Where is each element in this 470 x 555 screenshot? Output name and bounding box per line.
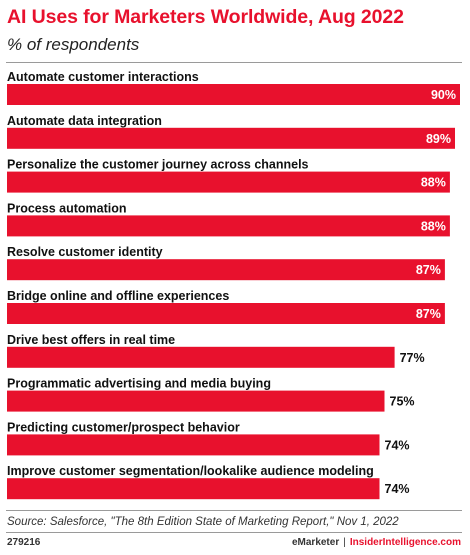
bar <box>7 346 395 368</box>
bar <box>7 390 385 412</box>
value-label: 74% <box>385 438 410 452</box>
chart-title: AI Uses for Marketers Worldwide, Aug 202… <box>7 6 404 28</box>
value-label: 75% <box>390 395 415 409</box>
category-label: Predicting customer/prospect behavior <box>7 420 240 434</box>
bar <box>7 303 445 324</box>
bar <box>7 259 445 281</box>
brand-separator: | <box>343 537 346 548</box>
bar <box>7 478 380 500</box>
value-label: 87% <box>416 263 441 277</box>
value-label: 88% <box>421 219 446 233</box>
category-label: Drive best offers in real time <box>7 333 175 347</box>
category-label: Bridge online and offline experiences <box>7 289 229 303</box>
bar <box>7 84 460 105</box>
bottom-divider <box>6 510 462 511</box>
bar <box>7 215 450 237</box>
category-label: Automate data integration <box>7 114 162 128</box>
footer-brand: eMarketer | InsiderIntelligence.com <box>292 537 461 548</box>
bar <box>7 127 455 149</box>
category-label: Resolve customer identity <box>7 245 163 259</box>
category-label: Programmatic advertising and media buyin… <box>7 377 271 391</box>
chart-subtitle: % of respondents <box>7 35 140 54</box>
footer-divider <box>6 532 462 533</box>
brand-emarketer: eMarketer <box>291 537 340 548</box>
value-label: 89% <box>426 132 451 146</box>
value-label: 77% <box>400 351 425 365</box>
value-label: 88% <box>421 176 446 190</box>
bar-chart: Automate customer interactions 90% Automat… <box>7 70 460 500</box>
category-label: Process automation <box>7 201 126 215</box>
value-label: 74% <box>385 482 410 496</box>
bar <box>7 171 450 193</box>
value-label: 87% <box>416 307 441 321</box>
chart-id: 279216 <box>7 537 41 548</box>
category-label: Automate customer interactions <box>7 70 199 84</box>
bar <box>7 434 380 456</box>
brand-insider-intelligence[interactable]: InsiderIntelligence.com <box>349 537 461 548</box>
category-label: Improve customer segmentation/lookalike … <box>7 464 374 478</box>
value-label: 90% <box>431 88 456 102</box>
source-note: Source: Salesforce, "The 8th Edition Sta… <box>7 516 399 528</box>
top-divider <box>6 62 462 63</box>
category-label: Personalize the customer journey across … <box>7 158 309 172</box>
